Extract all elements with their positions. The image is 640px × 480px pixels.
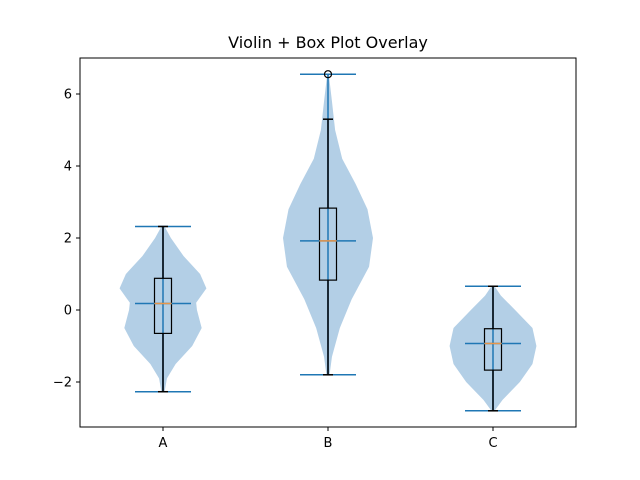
axes: −2 0 2 4 6 A B C — [53, 57, 577, 451]
violin-group-b — [283, 70, 373, 376]
box-iqr — [153, 277, 173, 335]
x-tick-label: A — [159, 436, 168, 451]
box-iqr — [318, 207, 338, 281]
y-tick-label: 6 — [64, 88, 72, 103]
chart-title: Violin + Box Plot Overlay — [228, 33, 428, 52]
y-tick-label: 4 — [64, 160, 72, 175]
box-iqr — [483, 328, 503, 371]
violin-group-c — [449, 285, 537, 412]
x-tick-label: C — [488, 436, 497, 451]
y-tick-label: −2 — [53, 376, 72, 391]
y-tick-label: 0 — [64, 304, 72, 319]
plot-area — [119, 70, 537, 412]
x-tick-label: B — [324, 436, 333, 451]
violin-group-a — [119, 225, 207, 393]
outlier-point — [323, 70, 333, 79]
y-tick-label: 2 — [64, 232, 72, 247]
